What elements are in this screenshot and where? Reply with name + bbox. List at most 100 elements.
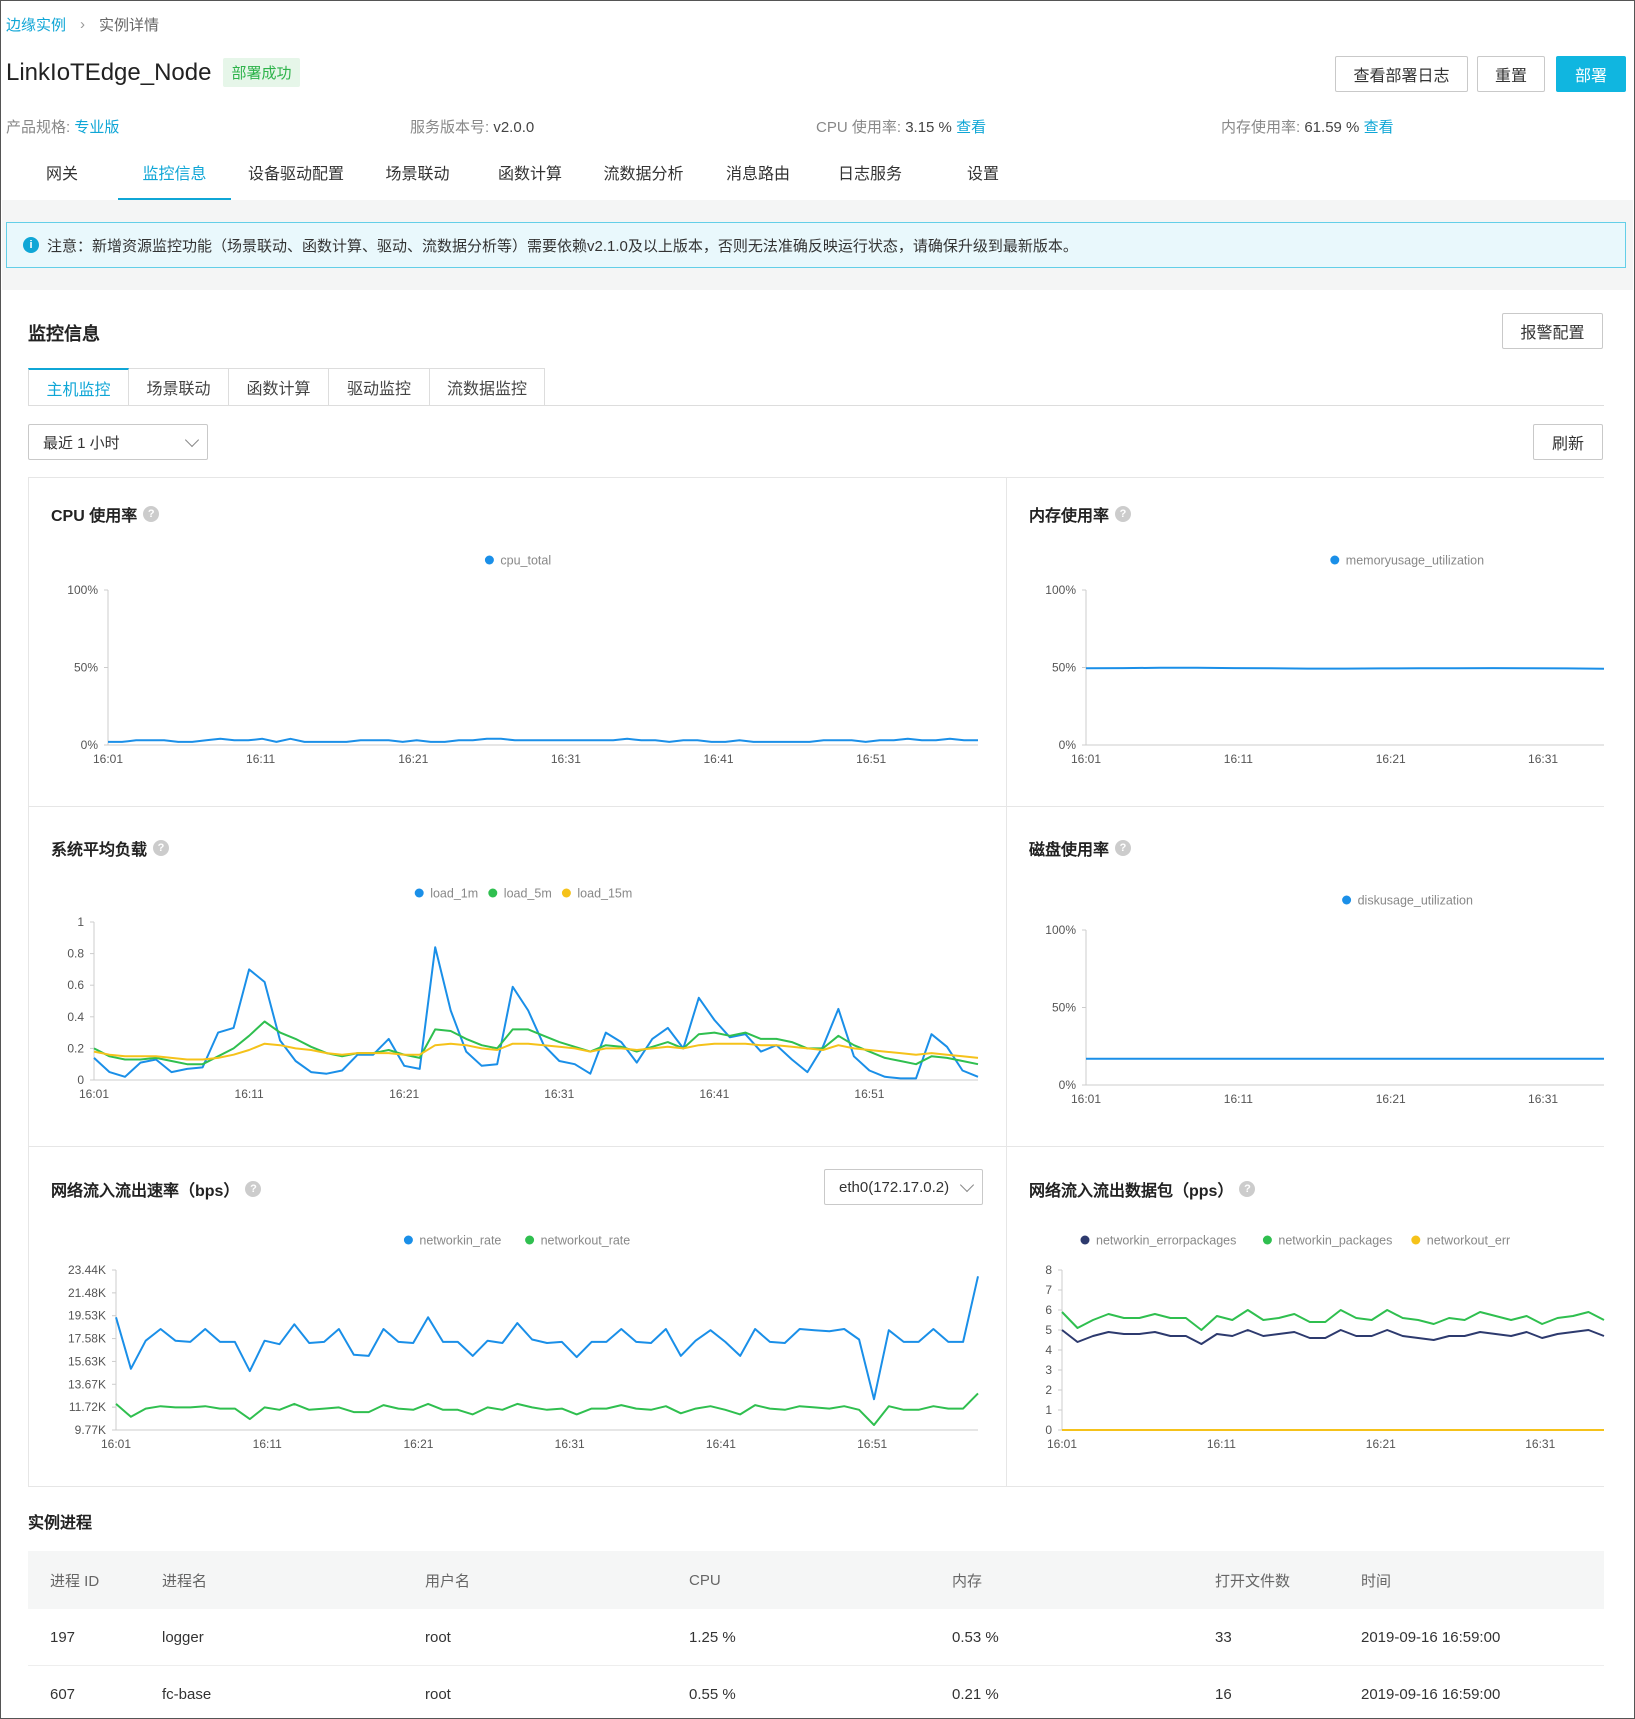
cell-files: 33 bbox=[1215, 1628, 1232, 1646]
disk-chart: diskusage_utilization 100% 50% 0%16:01 16:11… bbox=[1045, 894, 1604, 1106]
help-icon[interactable]: ? bbox=[153, 840, 170, 856]
tab-scene[interactable]: 场景联动 bbox=[385, 166, 450, 183]
refresh-button[interactable]: 刷新 bbox=[1533, 424, 1603, 460]
tab-function[interactable]: 函数计算 bbox=[497, 166, 562, 183]
y-tick-label: 1 bbox=[1045, 1403, 1052, 1417]
legend-dot bbox=[488, 888, 498, 898]
chart-title-text: 系统平均负载 bbox=[51, 842, 148, 859]
tab-message-route[interactable]: 消息路由 bbox=[725, 166, 790, 183]
interface-select[interactable]: eth0(172.17.0.2) bbox=[824, 1169, 983, 1205]
y-tick-label: 5 bbox=[1045, 1323, 1052, 1337]
cpu-label: CPU 使用率: bbox=[816, 119, 902, 136]
x-tick-label: 16:01 bbox=[1071, 752, 1101, 766]
cpu-view-link[interactable]: 查看 bbox=[956, 119, 987, 136]
spec-info: 产品规格: 专业版 bbox=[6, 116, 119, 137]
subtab-function[interactable]: 函数计算 bbox=[229, 368, 329, 406]
series-line-load_5m bbox=[93, 1020, 979, 1066]
y-tick-label: 13.67K bbox=[68, 1377, 106, 1391]
subtab-scene[interactable]: 场景联动 bbox=[129, 368, 229, 406]
chevron-right-icon: › bbox=[80, 16, 86, 33]
tab-stream[interactable]: 流数据分析 bbox=[603, 166, 684, 183]
version-value: v2.0.0 bbox=[493, 119, 535, 136]
version-info: 服务版本号: v2.0.0 bbox=[410, 116, 534, 137]
time-range-select[interactable]: 最近 1 小时 bbox=[28, 424, 208, 460]
x-tick-label: 16:31 bbox=[555, 1437, 585, 1451]
help-icon[interactable]: ? bbox=[143, 506, 160, 522]
y-tick-label: 0.6 bbox=[67, 978, 84, 992]
monitor-title: 监控信息 bbox=[28, 324, 100, 344]
chart-grid bbox=[28, 477, 1604, 1487]
legend-dot bbox=[1080, 1235, 1090, 1245]
net-packets-chart: networkin_errorpackages networkin_package… bbox=[1045, 1234, 1605, 1451]
mem-view-link[interactable]: 查看 bbox=[1363, 119, 1394, 136]
x-tick-label: 16:41 bbox=[704, 752, 734, 766]
y-tick-label: 0.2 bbox=[67, 1041, 84, 1055]
tab-device-driver[interactable]: 设备驱动配置 bbox=[247, 166, 344, 183]
header-mem: 内存 bbox=[952, 1572, 983, 1590]
legend-label: memoryusage_utilization bbox=[1346, 554, 1484, 568]
legend-label: networkout_err bbox=[1427, 1234, 1510, 1248]
y-tick-label: 11.72K bbox=[69, 1400, 106, 1414]
legend-label: load_1m bbox=[430, 887, 478, 901]
x-tick-label: 16:11 bbox=[1207, 1437, 1236, 1451]
subtab-driver[interactable]: 驱动监控 bbox=[329, 368, 430, 406]
notice-text: 注意：新增资源监控功能（场景联动、函数计算、驱动、流数据分析等）需要依赖v2.1… bbox=[47, 237, 1078, 255]
chart-title-load: 系统平均负载? bbox=[51, 836, 170, 860]
grid-divider bbox=[28, 806, 1604, 807]
status-badge: 部署成功 bbox=[223, 58, 300, 87]
y-tick-label: 0 bbox=[77, 1073, 84, 1087]
subtab-host[interactable]: 主机监控 bbox=[28, 368, 129, 406]
x-tick-label: 16:21 bbox=[389, 1087, 419, 1101]
monitor-subtabs: 主机监控 场景联动 函数计算 驱动监控 流数据监控 bbox=[28, 368, 545, 406]
tab-log-service[interactable]: 日志服务 bbox=[837, 166, 902, 183]
cpu-info: CPU 使用率: 3.15 % 查看 bbox=[816, 116, 986, 137]
x-tick-label: 16:01 bbox=[79, 1087, 109, 1101]
alarm-config-button[interactable]: 报警配置 bbox=[1502, 313, 1603, 349]
chart-title-disk: 磁盘使用率? bbox=[1029, 836, 1132, 860]
series-line-networkin_rate bbox=[115, 1276, 979, 1401]
breadcrumb: 边缘实例 › 实例详情 bbox=[6, 14, 159, 35]
deploy-button[interactable]: 部署 bbox=[1556, 56, 1626, 92]
y-tick-label: 9.77K bbox=[75, 1423, 106, 1437]
chart-title-net-packets: 网络流入流出数据包（pps）? bbox=[1029, 1177, 1256, 1201]
tab-settings[interactable]: 设置 bbox=[966, 166, 999, 183]
legend-label: networkin_errorpackages bbox=[1096, 1234, 1236, 1248]
main-tabs: 网关 监控信息 设备驱动配置 场景联动 函数计算 流数据分析 消息路由 日志服务… bbox=[0, 160, 1635, 200]
series-line-cpu_total bbox=[108, 737, 978, 743]
table-row: 607 fc-base root 0.55 % 0.21 % 16 2019-0… bbox=[28, 1666, 1604, 1719]
chart-title-net-rate: 网络流入流出速率（bps）? bbox=[51, 1177, 262, 1201]
legend-dot bbox=[1262, 1235, 1272, 1245]
cell-time: 2019-09-16 16:59:00 bbox=[1361, 1628, 1501, 1646]
y-tick-label: 17.58K bbox=[68, 1332, 106, 1346]
help-icon[interactable]: ? bbox=[1115, 506, 1132, 522]
x-tick-label: 16:31 bbox=[544, 1087, 574, 1101]
legend-dot bbox=[525, 1235, 535, 1245]
reset-button[interactable]: 重置 bbox=[1477, 56, 1545, 92]
y-tick-label: 1 bbox=[77, 915, 84, 929]
x-tick-label: 16:31 bbox=[1528, 752, 1558, 766]
legend-label: cpu_total bbox=[500, 554, 551, 568]
cell-mem: 0.53 % bbox=[952, 1628, 999, 1646]
x-tick-label: 16:11 bbox=[1224, 752, 1253, 766]
header-files: 打开文件数 bbox=[1215, 1572, 1291, 1590]
table-header: 进程 ID 进程名 用户名 CPU 内存 打开文件数 时间 bbox=[28, 1551, 1604, 1609]
x-tick-label: 16:21 bbox=[1376, 752, 1406, 766]
help-icon[interactable]: ? bbox=[1239, 1181, 1256, 1197]
header-time: 时间 bbox=[1361, 1572, 1392, 1590]
help-icon[interactable]: ? bbox=[1115, 840, 1132, 856]
x-tick-label: 16:31 bbox=[551, 752, 581, 766]
y-tick-label: 50% bbox=[1052, 1001, 1076, 1015]
view-logs-button[interactable]: 查看部署日志 bbox=[1335, 56, 1468, 92]
tab-monitor[interactable]: 监控信息 bbox=[118, 160, 231, 200]
y-tick-label: 3 bbox=[1045, 1363, 1052, 1377]
y-tick-label: 0% bbox=[1059, 1078, 1077, 1092]
subtab-stream[interactable]: 流数据监控 bbox=[430, 368, 545, 406]
x-tick-label: 16:51 bbox=[857, 1437, 887, 1451]
breadcrumb-parent[interactable]: 边缘实例 bbox=[6, 17, 67, 34]
x-tick-label: 16:21 bbox=[403, 1437, 433, 1451]
help-icon[interactable]: ? bbox=[245, 1181, 262, 1197]
chart-title-text: 内存使用率 bbox=[1029, 508, 1110, 525]
tab-gateway[interactable]: 网关 bbox=[45, 166, 78, 183]
cell-cpu: 1.25 % bbox=[689, 1628, 736, 1646]
y-tick-label: 8 bbox=[1045, 1263, 1052, 1277]
